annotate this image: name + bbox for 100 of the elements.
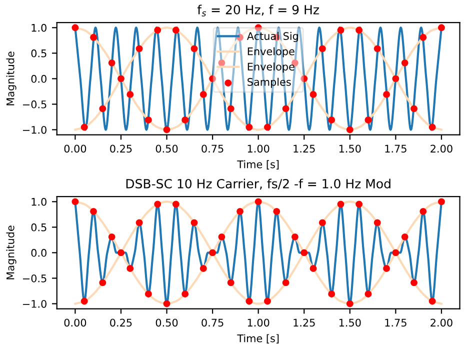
point xyxy=(144,290,152,298)
x-tick-label: 0.25 xyxy=(110,318,132,327)
point xyxy=(163,126,170,134)
point xyxy=(282,279,290,286)
point xyxy=(383,90,390,98)
point xyxy=(356,200,363,208)
point xyxy=(438,24,445,32)
point xyxy=(108,59,116,66)
point xyxy=(190,219,198,226)
point xyxy=(118,249,124,256)
x-tick-label: 0.50 xyxy=(156,144,178,153)
point xyxy=(90,208,97,215)
x-tick-label: 1.00 xyxy=(248,318,270,327)
x-tick-label: 0.75 xyxy=(202,318,224,327)
point xyxy=(80,298,88,305)
point xyxy=(291,233,298,240)
y-tick-label: 1.0 xyxy=(32,24,46,32)
point xyxy=(264,298,271,305)
x-tick-label: 0.00 xyxy=(64,144,86,153)
point xyxy=(328,290,336,298)
point xyxy=(392,75,400,82)
point xyxy=(136,219,143,226)
y-tick-label: 1.0 xyxy=(32,198,46,206)
point xyxy=(227,105,234,112)
x-tick-label: 0.50 xyxy=(156,318,178,327)
point xyxy=(374,219,381,226)
point xyxy=(254,24,262,32)
point xyxy=(310,90,317,98)
x-tick-label: 1.25 xyxy=(294,144,315,153)
point xyxy=(428,124,436,131)
y-tick-label: 0.5 xyxy=(31,49,46,58)
point xyxy=(337,200,344,208)
x-tick-label: 0.25 xyxy=(110,144,132,153)
y-tick-label: −1.0 xyxy=(22,300,46,308)
point xyxy=(218,59,226,66)
x-tick-label: 1.00 xyxy=(248,144,270,153)
legend-label: Envelope xyxy=(248,47,294,58)
point xyxy=(410,279,418,286)
point xyxy=(144,116,152,124)
point xyxy=(200,264,207,272)
point xyxy=(346,126,354,134)
x-axis-title: Time [s] xyxy=(237,160,279,170)
x-tick-label: 1.75 xyxy=(385,144,406,153)
point xyxy=(72,24,79,32)
point xyxy=(163,300,170,308)
point xyxy=(318,45,326,52)
point xyxy=(383,264,390,272)
point xyxy=(310,264,317,272)
point xyxy=(136,45,143,52)
y-tick-label: −0.5 xyxy=(22,274,46,282)
point xyxy=(438,198,445,206)
point xyxy=(254,198,262,206)
point xyxy=(99,279,106,286)
point xyxy=(172,26,180,34)
point xyxy=(264,124,271,131)
point xyxy=(172,200,180,208)
chart-title: DSB-SC 10 Hz Carrier, fs/2 -f = 1.0 Hz Mod xyxy=(126,178,390,190)
x-tick-label: 1.50 xyxy=(339,318,361,327)
y-tick-label: −1.0 xyxy=(22,126,46,134)
point xyxy=(236,208,244,215)
point xyxy=(346,300,354,308)
y-axis-title: Magnitude xyxy=(6,52,16,106)
x-tick-label: 1.50 xyxy=(339,144,361,153)
point xyxy=(410,105,418,112)
x-tick-label: 0.00 xyxy=(64,318,86,327)
point xyxy=(246,124,253,131)
x-tick-label: 0.75 xyxy=(202,144,224,153)
point xyxy=(392,249,400,256)
point xyxy=(182,116,189,124)
point xyxy=(80,124,88,131)
point xyxy=(420,208,427,215)
point xyxy=(182,290,189,298)
point xyxy=(90,34,97,41)
y-tick-label: 0.5 xyxy=(31,223,46,232)
point xyxy=(318,219,326,226)
chart-title: f$_{s}$ = 20 Hz, f = 9 Hz xyxy=(197,4,319,16)
x-tick-label: 1.75 xyxy=(385,318,406,327)
point xyxy=(209,249,216,256)
y-tick-label: 0.0 xyxy=(31,74,46,83)
point xyxy=(420,34,427,41)
point xyxy=(190,45,198,52)
point xyxy=(273,208,280,215)
x-tick-label: 1.25 xyxy=(294,318,315,327)
point xyxy=(218,233,226,240)
point xyxy=(337,26,344,34)
x-tick-label: 2.00 xyxy=(430,144,452,153)
point xyxy=(209,75,216,82)
point xyxy=(99,105,106,112)
point xyxy=(401,59,408,66)
point xyxy=(282,105,290,112)
x-tick-label: 2.00 xyxy=(430,318,452,327)
point xyxy=(300,249,308,256)
point xyxy=(246,298,253,305)
point xyxy=(374,45,381,52)
x-axis-title: Time [s] xyxy=(237,334,279,344)
point xyxy=(118,75,124,82)
point xyxy=(200,90,207,98)
point xyxy=(328,116,336,124)
y-tick-label: −0.5 xyxy=(22,100,46,108)
legend-label: Actual Sig xyxy=(246,32,298,42)
